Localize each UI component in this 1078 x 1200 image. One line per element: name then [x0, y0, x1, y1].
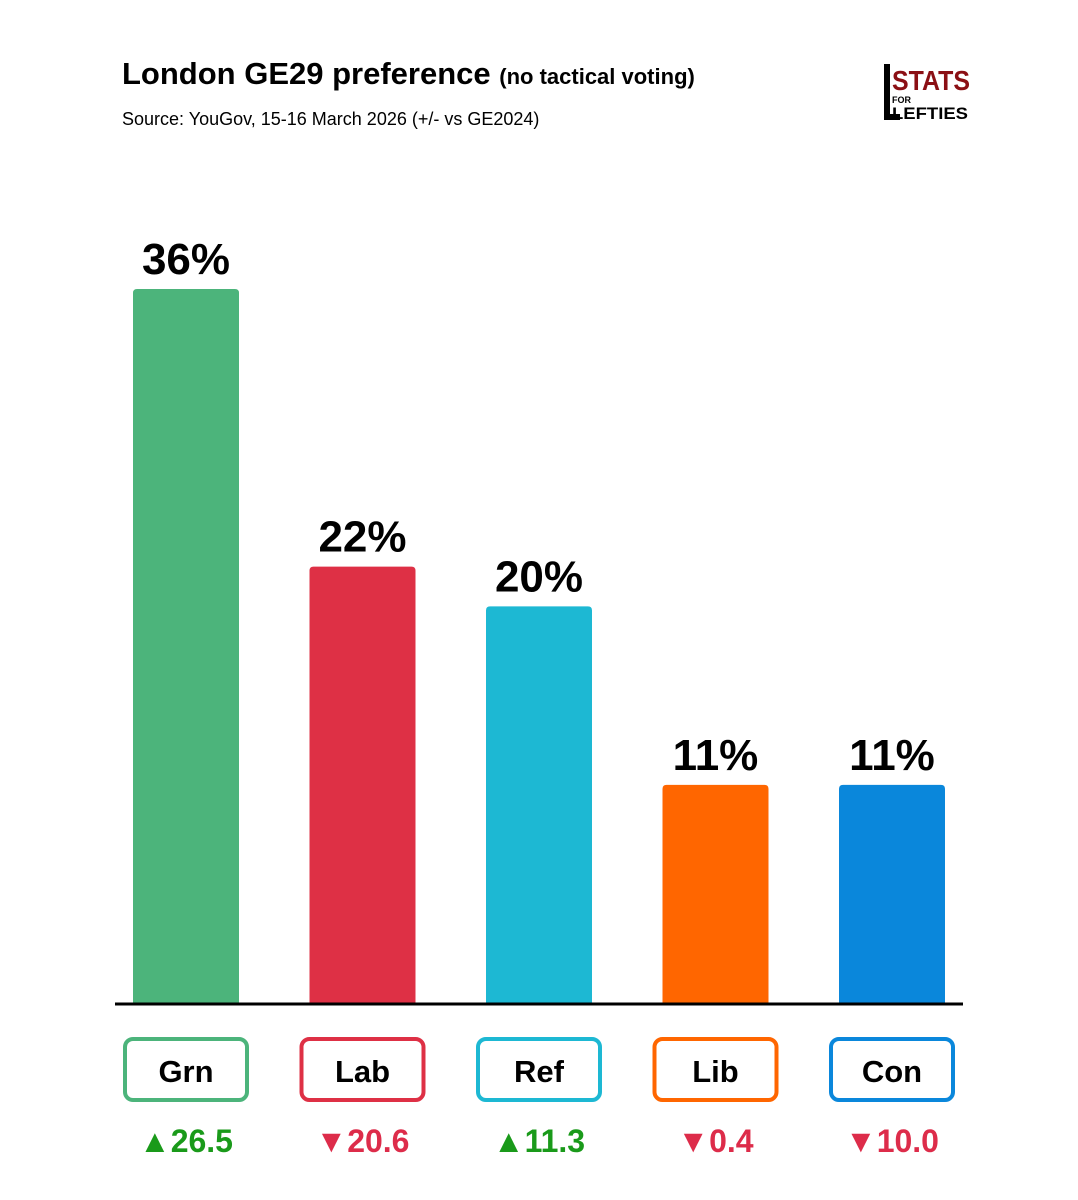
- category-label-con: Con: [862, 1054, 922, 1089]
- change-label-ref: ▲11.3: [493, 1123, 585, 1159]
- logo-text-stats: STATS: [892, 65, 970, 96]
- change-label-grn: ▲26.5: [139, 1123, 233, 1159]
- value-label-lab: 22%: [318, 513, 406, 562]
- chart-title: London GE29 preference (no tactical voti…: [122, 56, 695, 92]
- logo-l-bar: [884, 64, 890, 120]
- category-label-lab: Lab: [335, 1054, 390, 1089]
- category-box-lab: [299, 1037, 426, 1102]
- logo-text-for: FOR: [892, 95, 911, 105]
- bar-grn: [133, 289, 239, 1003]
- change-label-lab: ▼20.6: [316, 1123, 410, 1159]
- value-label-grn: 36%: [142, 235, 230, 284]
- category-box-ref: [476, 1037, 602, 1102]
- value-label-ref: 20%: [495, 552, 583, 601]
- category-label-grn: Grn: [158, 1054, 213, 1089]
- category-box-lib: [652, 1037, 779, 1102]
- chart-source: Source: YouGov, 15-16 March 2026 (+/- vs…: [122, 109, 540, 129]
- chart-title-main: London GE29 preference: [122, 56, 491, 91]
- category-box-con: [829, 1037, 955, 1102]
- change-label-con: ▼10.0: [845, 1123, 939, 1159]
- value-label-lib: 11%: [673, 731, 759, 780]
- value-label-con: 11%: [849, 731, 935, 780]
- bar-lib: [662, 784, 769, 1003]
- category-box-grn: [123, 1037, 249, 1102]
- category-label-lib: Lib: [692, 1054, 739, 1089]
- bar-lab: [309, 566, 416, 1003]
- bar-ref: [486, 606, 592, 1003]
- logo-text-lefties: LEFTIES: [892, 104, 968, 122]
- change-label-lib: ▼0.4: [677, 1123, 753, 1159]
- stats-for-lefties-logo: STATS FOR LEFTIES: [884, 64, 970, 122]
- chart-title-suffix: (no tactical voting): [499, 64, 695, 89]
- category-label-ref: Ref: [514, 1054, 565, 1089]
- logo-l-foot: [884, 114, 900, 120]
- bar-con: [839, 784, 945, 1003]
